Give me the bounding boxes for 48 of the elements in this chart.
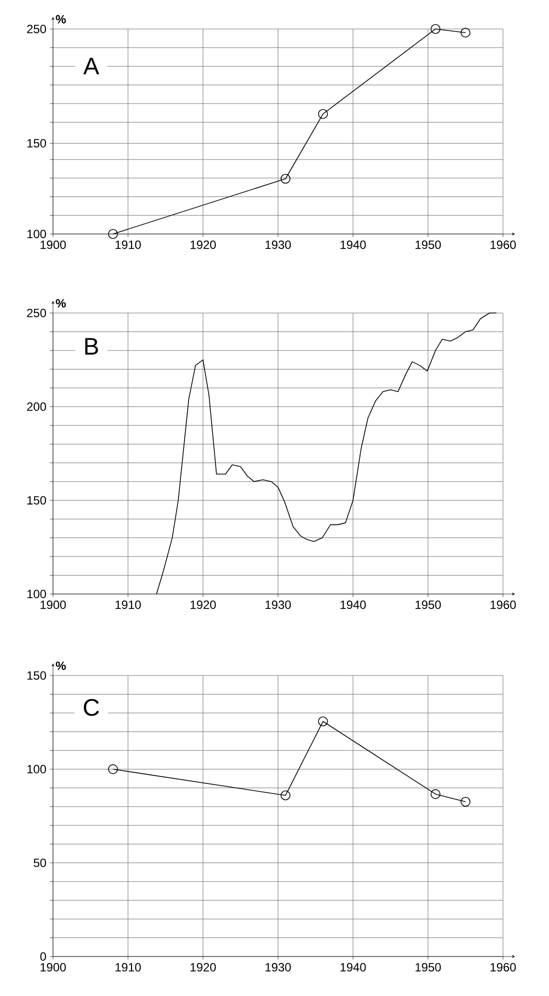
x-tick-label: 1900	[40, 600, 66, 609]
x-tick-label: 1960	[490, 963, 516, 972]
y-tick-label: 0	[40, 952, 46, 961]
y-axis-title: %	[56, 15, 66, 24]
text: A	[83, 58, 100, 74]
x-tick-label: 1930	[266, 240, 291, 249]
y-tick-label: 100	[27, 764, 46, 774]
x-tick-label: 1950	[416, 240, 441, 249]
x-tick-label: 1900	[40, 963, 66, 972]
x-tick-label: 1900	[40, 240, 66, 249]
y-tick-label: 150	[27, 139, 46, 148]
text: B	[85, 338, 98, 355]
y-axis-title: %	[56, 299, 66, 308]
point	[430, 24, 440, 34]
x-tick-label: 1940	[340, 240, 366, 249]
x-tick-label: 1940	[340, 600, 366, 609]
y-axis-title: %	[56, 662, 66, 670]
point	[280, 174, 290, 184]
point	[460, 796, 470, 807]
x-tick-label: 1920	[190, 600, 216, 609]
x-tick-label: 1940	[340, 963, 366, 972]
y-tick-label: 100	[27, 230, 46, 238]
x-tick-label: 1950	[416, 600, 441, 609]
x-tick-label: 1920	[190, 240, 216, 249]
point	[318, 109, 328, 119]
y-tick-label: 150	[27, 496, 46, 505]
x-tick-label: 1920	[190, 963, 216, 972]
x-tick-label: 1930	[266, 963, 291, 972]
y-tick-label: 50	[34, 858, 46, 868]
point	[430, 789, 440, 799]
point	[318, 716, 328, 726]
text: C	[84, 698, 99, 716]
point	[280, 790, 290, 800]
y-tick-label: 100	[27, 590, 46, 598]
x-tick-label: 1910	[116, 240, 141, 249]
x-tick-label: 1910	[116, 963, 141, 972]
y-tick-label: 150	[27, 671, 46, 680]
x-tick-label: 1960	[490, 240, 516, 249]
point	[460, 28, 470, 38]
x-tick-label: 1960	[490, 600, 516, 609]
x-tick-label: 1910	[116, 600, 141, 609]
x-tick-label: 1930	[266, 600, 291, 609]
point	[108, 764, 118, 774]
y-tick-label: 250	[27, 24, 46, 34]
x-tick-label: 1950	[416, 963, 441, 972]
y-tick-label: 200	[27, 402, 46, 411]
y-tick-label: 250	[27, 308, 46, 318]
point	[108, 229, 118, 239]
